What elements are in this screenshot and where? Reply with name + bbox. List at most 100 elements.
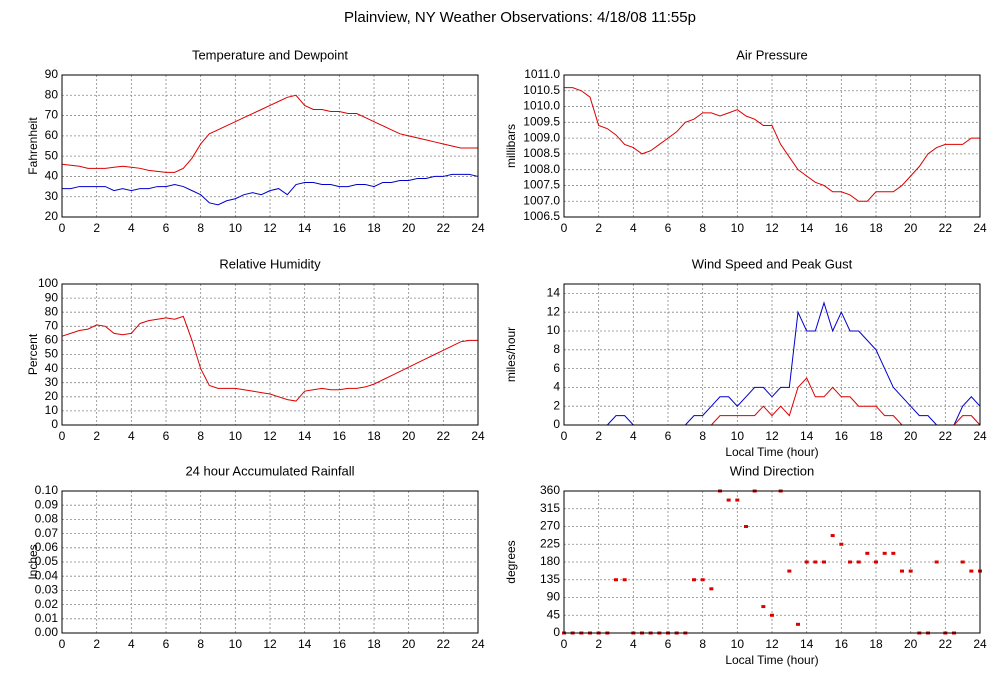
x-tick-label: 10 [731,637,745,651]
chart-title: Wind Direction [730,463,815,478]
y-tick-label: 0.07 [35,526,59,540]
data-point [700,578,705,582]
chart-title: Wind Speed and Peak Gust [692,256,853,271]
x-tick-label: 8 [699,429,706,443]
data-point [934,560,939,564]
y-tick-label: 90 [45,67,59,81]
x-tick-label: 0 [59,637,66,651]
x-tick-label: 22 [939,429,953,443]
plot-frame [563,490,981,634]
y-tick-label: 40 [45,169,59,183]
y-tick-label: 50 [45,347,59,361]
y-tick-label: 1011.0 [524,67,560,81]
chart-title: Temperature and Dewpoint [192,47,348,62]
y-tick-label: 45 [547,607,561,621]
x-tick-label: 14 [298,637,312,651]
data-point [830,534,835,538]
y-tick-label: 90 [547,590,561,604]
x-tick-label: 24 [471,637,485,651]
y-tick-label: 0.08 [35,512,59,526]
data-point [839,542,844,546]
x-tick-label: 20 [402,637,416,651]
x-tick-label: 8 [197,221,204,235]
y-tick-label: 80 [45,87,59,101]
data-line [61,94,478,173]
data-point [882,551,887,555]
x-axis-label: Local Time (hour) [725,653,818,667]
panel: Wind Direction degrees Local Time (hour) 0 4… [504,463,987,667]
x-tick-label: 20 [904,637,918,651]
x-tick-label: 22 [437,221,451,235]
data-line [564,87,980,202]
y-tick-label: 1007.5 [523,178,560,192]
data-point [891,551,896,555]
y-tick-label: 1006.5 [523,209,560,223]
x-tick-label: 24 [471,429,485,443]
y-tick-label: 360 [540,483,560,497]
x-tick-label: 6 [665,221,672,235]
x-tick-label: 16 [333,637,347,651]
data-point [787,569,792,573]
x-tick-label: 10 [229,429,243,443]
plot-frame [563,283,981,426]
y-tick-label: 0.05 [35,554,59,568]
x-tick-label: 4 [128,221,135,235]
y-tick-label: 0.01 [35,611,59,625]
y-tick-label: 20 [45,209,59,223]
x-tick-label: 4 [630,221,637,235]
y-axis-label: millibars [504,124,518,168]
y-tick-label: 2 [553,398,560,412]
data-point [796,622,800,626]
x-tick-label: 10 [229,637,243,651]
x-tick-label: 16 [333,221,347,235]
x-tick-label: 2 [93,221,100,235]
x-tick-label: 8 [197,429,204,443]
x-tick-label: 10 [229,221,243,235]
y-axis-label: miles/hour [504,327,518,382]
chart-title: 24 hour Accumulated Rainfall [185,463,354,478]
x-tick-label: 0 [561,429,568,443]
data-point [709,587,714,591]
x-tick-label: 2 [93,637,100,651]
x-tick-label: 2 [93,429,100,443]
y-tick-label: 70 [45,318,59,332]
x-tick-label: 4 [128,637,135,651]
x-tick-label: 24 [973,429,987,443]
y-tick-label: 0.04 [35,568,59,582]
x-tick-label: 24 [973,637,987,651]
y-axis-label: Fahrenheit [26,117,40,175]
y-tick-label: 6 [553,361,560,375]
x-tick-label: 6 [665,637,672,651]
x-tick-label: 14 [298,221,312,235]
y-tick-label: 135 [540,572,560,586]
panel: Temperature and DewpointFahrenheit203040… [26,47,485,235]
x-tick-label: 14 [800,429,814,443]
y-tick-label: 40 [45,361,59,375]
y-tick-label: 30 [45,375,59,389]
x-tick-label: 16 [333,429,347,443]
x-tick-label: 4 [630,637,637,651]
y-tick-label: 90 [45,290,59,304]
x-tick-label: 0 [59,429,66,443]
data-point [614,578,618,582]
y-tick-label: 4 [553,380,560,394]
x-tick-label: 10 [731,429,745,443]
y-tick-label: 0.02 [35,597,59,611]
data-point [865,551,870,555]
data-point [770,613,774,617]
x-tick-label: 12 [765,221,779,235]
x-tick-label: 12 [263,429,277,443]
data-point [726,498,731,502]
data-point [822,560,826,564]
x-tick-label: 20 [904,429,918,443]
x-tick-label: 18 [367,429,381,443]
x-tick-label: 24 [471,221,485,235]
y-tick-label: 70 [45,108,59,122]
x-tick-label: 18 [367,221,381,235]
y-tick-label: 1010.5 [523,83,560,97]
data-line [61,315,478,402]
data-point [969,569,974,573]
x-tick-label: 12 [765,429,779,443]
y-axis-label: Inches [26,544,40,579]
